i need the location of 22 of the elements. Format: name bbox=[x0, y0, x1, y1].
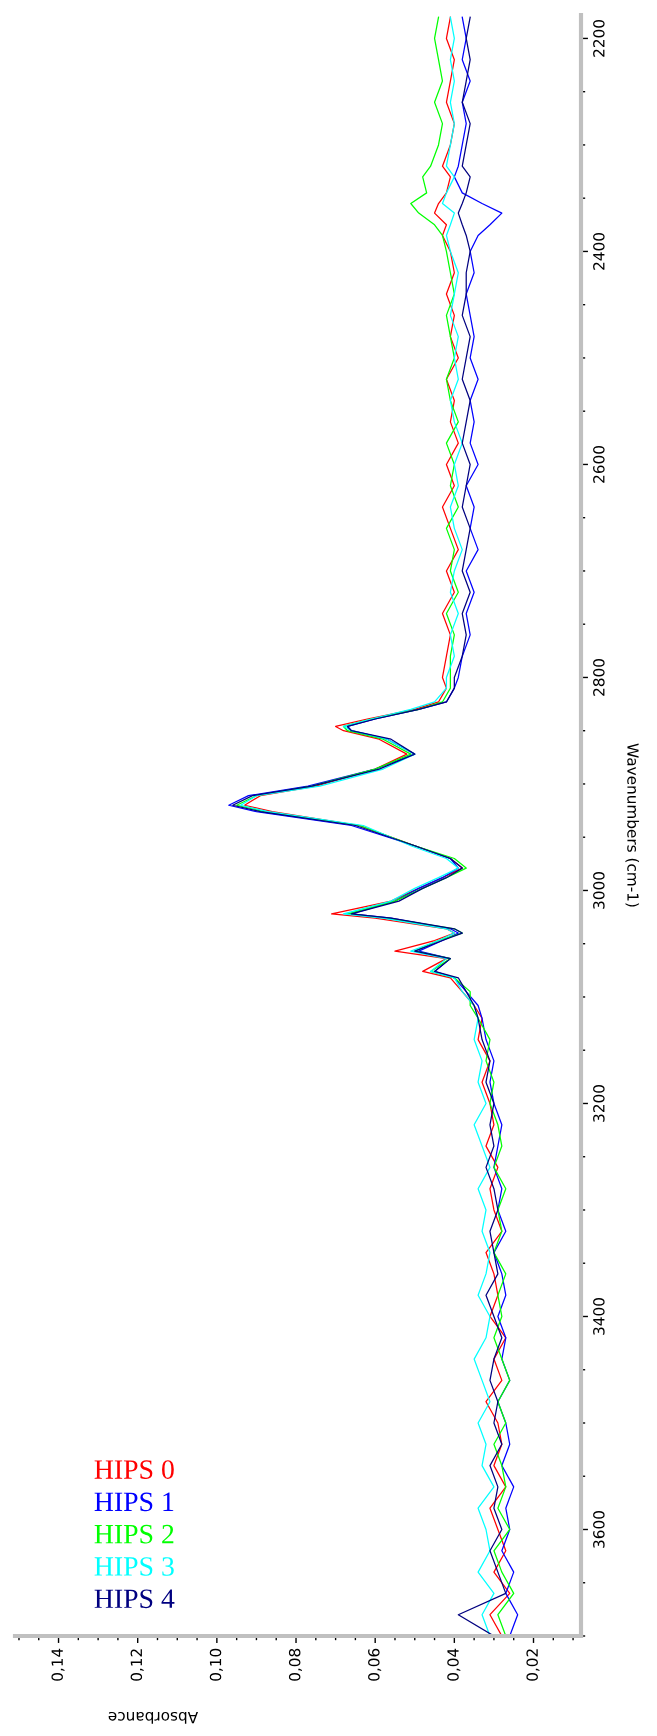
x-tick-label: 0,04 bbox=[447, 1648, 461, 1681]
x-tick-label: 0,08 bbox=[288, 1648, 303, 1681]
x-tick-label: 0,10 bbox=[209, 1648, 223, 1681]
text: HIPS 4 bbox=[94, 1589, 175, 1609]
text: HIPS 0 bbox=[94, 1460, 174, 1479]
y-tick-label: 2400 bbox=[593, 233, 605, 270]
text: HIPS 3 bbox=[94, 1557, 174, 1576]
y-tick-label: 2800 bbox=[593, 659, 605, 696]
text: HIPS 2 bbox=[94, 1524, 174, 1544]
x-tick-label: 0,06 bbox=[368, 1648, 382, 1681]
y-tick-label: 3600 bbox=[593, 1511, 605, 1548]
y-tick-label: 2200 bbox=[593, 20, 605, 57]
y-tick-label: 3400 bbox=[593, 1298, 605, 1335]
x-tick-label: 0,14 bbox=[51, 1648, 65, 1681]
text: HIPS 1 bbox=[94, 1492, 174, 1512]
y-tick-label: 3200 bbox=[593, 1085, 605, 1122]
y-tick-label: 3000 bbox=[593, 872, 605, 909]
x-tick-label: 0,02 bbox=[526, 1649, 540, 1681]
y-axis-title: Wavenumbers (cm-1) bbox=[625, 743, 640, 907]
x-tick-label: 0,12 bbox=[130, 1649, 144, 1681]
y-tick-label: 2600 bbox=[593, 446, 605, 483]
x-axis-title: Absorbance bbox=[108, 1711, 199, 1724]
